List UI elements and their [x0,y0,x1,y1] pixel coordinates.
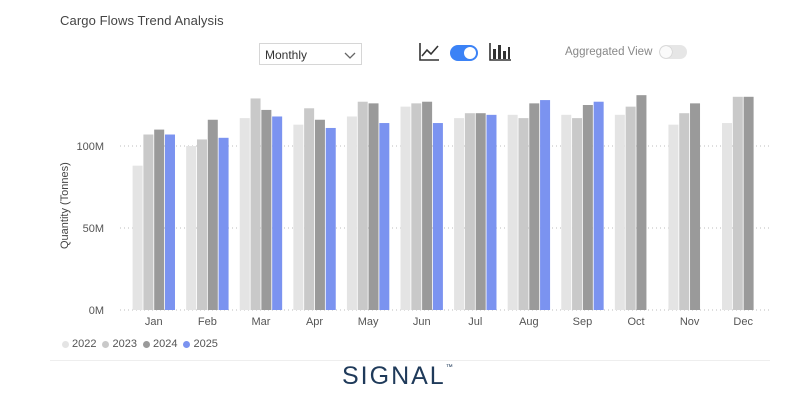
bar-2023-mar[interactable] [250,98,261,310]
bar-2022-aug[interactable] [507,114,518,310]
bar-2024-oct[interactable] [636,95,647,310]
legend-item-2024[interactable]: 2024 [142,338,178,350]
bar-2025-jan[interactable] [164,134,175,310]
bar-2022-dec[interactable] [722,123,733,310]
bar-2025-mar[interactable] [272,116,283,310]
chart-type-toggle[interactable] [450,45,478,61]
x-tick-label: Feb [198,316,217,328]
y-tick-label: 0M [89,305,104,317]
bar-2022-jul[interactable] [454,118,465,311]
aggregated-view-label: Aggregated View [565,46,653,58]
bar-2023-sep[interactable] [572,118,583,311]
bar-2023-jul[interactable] [464,113,475,310]
line-chart-icon[interactable] [418,42,440,62]
x-tick-label: Jul [468,316,482,328]
logo-text: SIGNAL [342,362,446,390]
bar-2024-sep[interactable] [582,105,593,310]
bar-2022-jan[interactable] [132,165,143,310]
chart-legend: 2022 2023 2024 2025 [62,338,224,351]
bar-2025-jun[interactable] [432,123,443,310]
x-tick-label: Dec [733,316,753,328]
bar-2023-nov[interactable] [679,113,690,310]
bar-2024-mar[interactable] [261,109,272,310]
x-tick-label: Jun [413,316,431,328]
bar-chart-icon[interactable] [488,42,512,62]
bar-2024-jun[interactable] [422,101,433,310]
x-tick-label: May [358,316,379,328]
x-tick-label: Jan [145,316,163,328]
bar-2023-feb[interactable] [196,139,207,310]
legend-item-2023[interactable]: 2023 [102,338,137,350]
bar-2023-dec[interactable] [732,96,743,310]
y-tick-label: 50M [83,223,104,235]
bar-2022-feb[interactable] [186,146,197,310]
bar-2023-jun[interactable] [411,103,422,310]
legend-swatch [62,340,69,348]
bar-2022-nov[interactable] [668,124,679,311]
bar-2023-apr[interactable] [304,108,315,310]
bar-2022-may[interactable] [346,116,357,310]
bar-2022-jun[interactable] [400,106,411,310]
bar-2024-apr[interactable] [314,119,325,310]
bar-2023-oct[interactable] [625,106,636,310]
toggle-knob [660,46,672,58]
bar-2025-feb[interactable] [218,137,229,310]
bar-2024-nov[interactable] [690,103,701,310]
bar-2024-aug[interactable] [529,103,540,310]
x-tick-label: Aug [519,316,539,328]
bar-2025-apr[interactable] [325,127,336,311]
bar-2022-mar[interactable] [239,118,250,311]
bar-2022-apr[interactable] [293,124,304,311]
period-dropdown[interactable]: Monthly [259,43,362,65]
bar-2024-feb[interactable] [207,119,218,310]
bar-2025-may[interactable] [379,123,390,310]
legend-label: 2025 [193,338,218,350]
x-tick-label: Mar [251,316,270,328]
legend-label: 2023 [112,338,137,350]
legend-swatch [183,340,191,348]
aggregated-view-toggle[interactable] [659,45,687,59]
bar-2024-may[interactable] [368,103,379,310]
bar-chart: 0M 50M 100M Jan Feb Mar Apr May Jun Jul Aug Sep Oct N… [76,95,770,328]
bar-2024-jan[interactable] [154,129,165,310]
bar-2022-oct[interactable] [614,114,625,310]
x-tick-label: Apr [306,316,323,328]
x-tick-label: Nov [680,316,700,328]
x-tick-label: Oct [627,316,644,328]
signal-logo: SIGNAL™ [342,362,453,391]
bar-2024-dec[interactable] [743,96,754,310]
legend-label: 2024 [152,338,178,350]
bar-2023-may[interactable] [357,101,368,310]
bar-2023-jan[interactable] [143,134,154,310]
bar-2025-jul[interactable] [486,114,497,310]
bar-2022-sep[interactable] [561,114,572,310]
bar-2025-aug[interactable] [540,100,551,310]
toggle-knob [464,47,476,59]
bar-2025-sep[interactable] [593,101,604,310]
chevron-down-icon [344,52,356,59]
logo-trademark: ™ [445,364,453,371]
bar-2024-jul[interactable] [475,113,486,310]
bar-2023-aug[interactable] [518,118,529,311]
legend-swatch [142,340,150,348]
legend-label: 2022 [72,338,97,350]
period-dropdown-value: Monthly [265,48,308,62]
chart-title: Cargo Flows Trend Analysis [60,13,224,28]
y-tick-label: 100M [76,141,104,153]
x-tick-label: Sep [573,316,593,328]
legend-item-2025[interactable]: 2025 [183,338,218,350]
legend-swatch [102,340,110,348]
legend-item-2022[interactable]: 2022 [62,338,96,350]
